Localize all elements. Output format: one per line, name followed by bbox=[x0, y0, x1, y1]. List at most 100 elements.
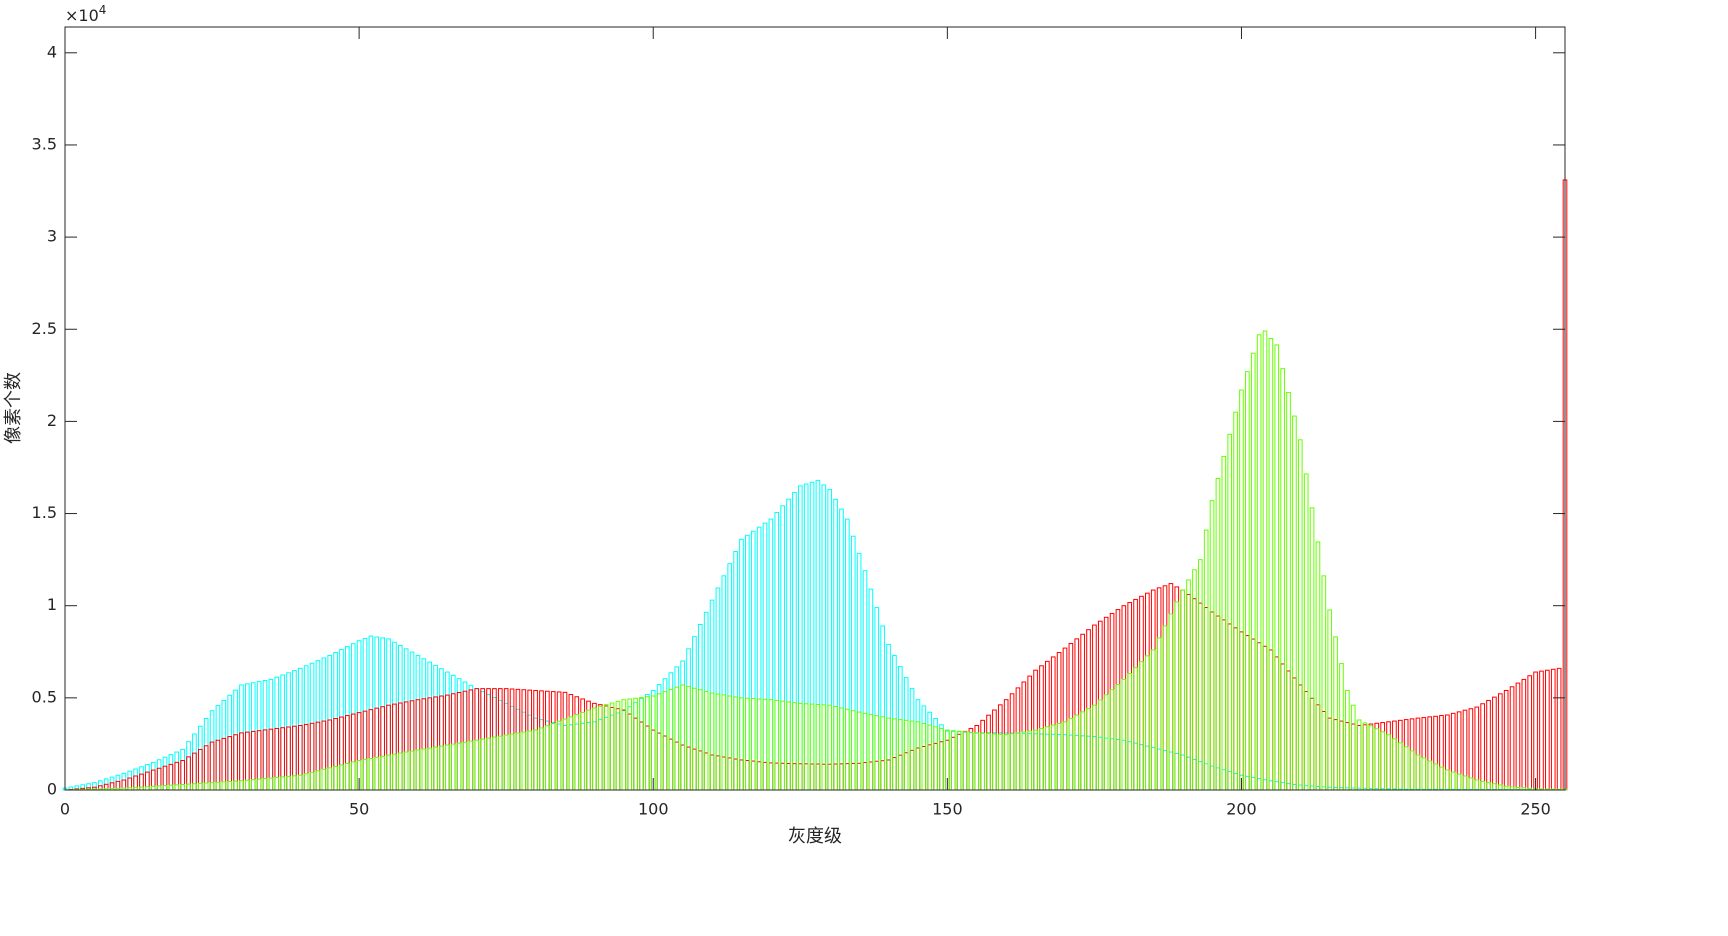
bar bbox=[727, 563, 733, 791]
bar bbox=[1262, 645, 1268, 791]
bar bbox=[997, 732, 1003, 791]
bar bbox=[1109, 612, 1115, 791]
bar bbox=[621, 699, 627, 791]
bar bbox=[1109, 738, 1115, 791]
bar bbox=[1386, 734, 1391, 791]
bar bbox=[797, 702, 803, 791]
bar bbox=[886, 643, 891, 791]
bar bbox=[639, 698, 644, 791]
bar bbox=[645, 696, 650, 791]
bar bbox=[497, 735, 503, 791]
bar bbox=[180, 748, 185, 791]
bar bbox=[586, 722, 591, 791]
bar bbox=[245, 731, 250, 791]
bar bbox=[1056, 722, 1062, 791]
bar bbox=[645, 725, 650, 791]
bar bbox=[1462, 775, 1468, 791]
bar bbox=[1056, 734, 1062, 791]
y-tick-label: 1 bbox=[47, 595, 57, 614]
bar bbox=[780, 700, 785, 791]
bar bbox=[986, 732, 991, 791]
bar bbox=[650, 695, 656, 791]
bar bbox=[833, 706, 838, 791]
bar bbox=[1262, 779, 1268, 791]
y-axis-title: 像素个数 bbox=[3, 372, 24, 444]
bar bbox=[380, 637, 385, 791]
bar bbox=[468, 684, 474, 791]
bar bbox=[1139, 661, 1144, 791]
bar bbox=[262, 778, 268, 791]
bar bbox=[680, 660, 685, 791]
bar bbox=[1297, 439, 1303, 791]
bar bbox=[1039, 727, 1044, 791]
bar bbox=[803, 703, 809, 791]
bar bbox=[497, 699, 503, 791]
x-tick-label: 50 bbox=[349, 800, 369, 819]
bar bbox=[1497, 693, 1503, 791]
bar bbox=[386, 704, 391, 791]
bar bbox=[1386, 721, 1391, 791]
bar bbox=[339, 716, 344, 791]
bar bbox=[1068, 717, 1074, 791]
bar bbox=[1250, 352, 1256, 791]
bar bbox=[492, 696, 497, 791]
bar bbox=[392, 641, 397, 791]
bar bbox=[750, 530, 756, 791]
bar bbox=[392, 753, 397, 791]
bar bbox=[1256, 642, 1262, 791]
bar bbox=[680, 684, 685, 791]
bar bbox=[1033, 729, 1038, 791]
bar bbox=[1068, 642, 1074, 791]
bar bbox=[1092, 736, 1097, 791]
bar bbox=[321, 720, 327, 791]
bar bbox=[1245, 371, 1250, 791]
bar bbox=[427, 661, 433, 791]
bar bbox=[1527, 675, 1533, 791]
bar bbox=[709, 754, 715, 791]
bar bbox=[786, 762, 791, 791]
bar bbox=[1268, 780, 1274, 791]
bar bbox=[492, 688, 497, 791]
bar bbox=[1397, 719, 1403, 791]
bar bbox=[862, 712, 868, 791]
bar bbox=[1186, 593, 1191, 791]
bar bbox=[721, 575, 727, 791]
bar bbox=[986, 714, 991, 791]
bar bbox=[474, 688, 480, 791]
bar bbox=[1203, 607, 1209, 791]
bar bbox=[733, 551, 738, 791]
bar bbox=[715, 755, 721, 791]
bar bbox=[521, 731, 527, 791]
bar bbox=[592, 721, 597, 791]
bar bbox=[903, 677, 909, 791]
bar bbox=[697, 623, 703, 791]
bar bbox=[1315, 785, 1321, 791]
bar bbox=[1062, 721, 1068, 791]
bar bbox=[433, 664, 438, 791]
bar bbox=[1350, 704, 1356, 791]
bar bbox=[580, 722, 585, 791]
bar bbox=[562, 691, 568, 791]
bar bbox=[1409, 750, 1415, 791]
bar bbox=[1315, 541, 1321, 791]
bar bbox=[427, 697, 433, 791]
bar bbox=[1221, 769, 1227, 791]
x-tick-label: 200 bbox=[1226, 800, 1257, 819]
bar bbox=[639, 696, 644, 791]
bar bbox=[997, 704, 1003, 791]
bar bbox=[1350, 723, 1356, 791]
bar bbox=[1074, 734, 1080, 791]
bar bbox=[297, 724, 303, 791]
bar bbox=[186, 756, 191, 791]
bar bbox=[462, 741, 468, 791]
bar bbox=[1356, 724, 1362, 791]
bar bbox=[1439, 766, 1444, 791]
bar bbox=[1345, 689, 1350, 791]
bar bbox=[1433, 715, 1438, 791]
bar bbox=[815, 763, 821, 791]
bar bbox=[674, 666, 680, 791]
bar bbox=[592, 707, 597, 791]
bar bbox=[897, 666, 903, 791]
x-tick-label: 0 bbox=[60, 800, 70, 819]
bar bbox=[1227, 771, 1233, 791]
